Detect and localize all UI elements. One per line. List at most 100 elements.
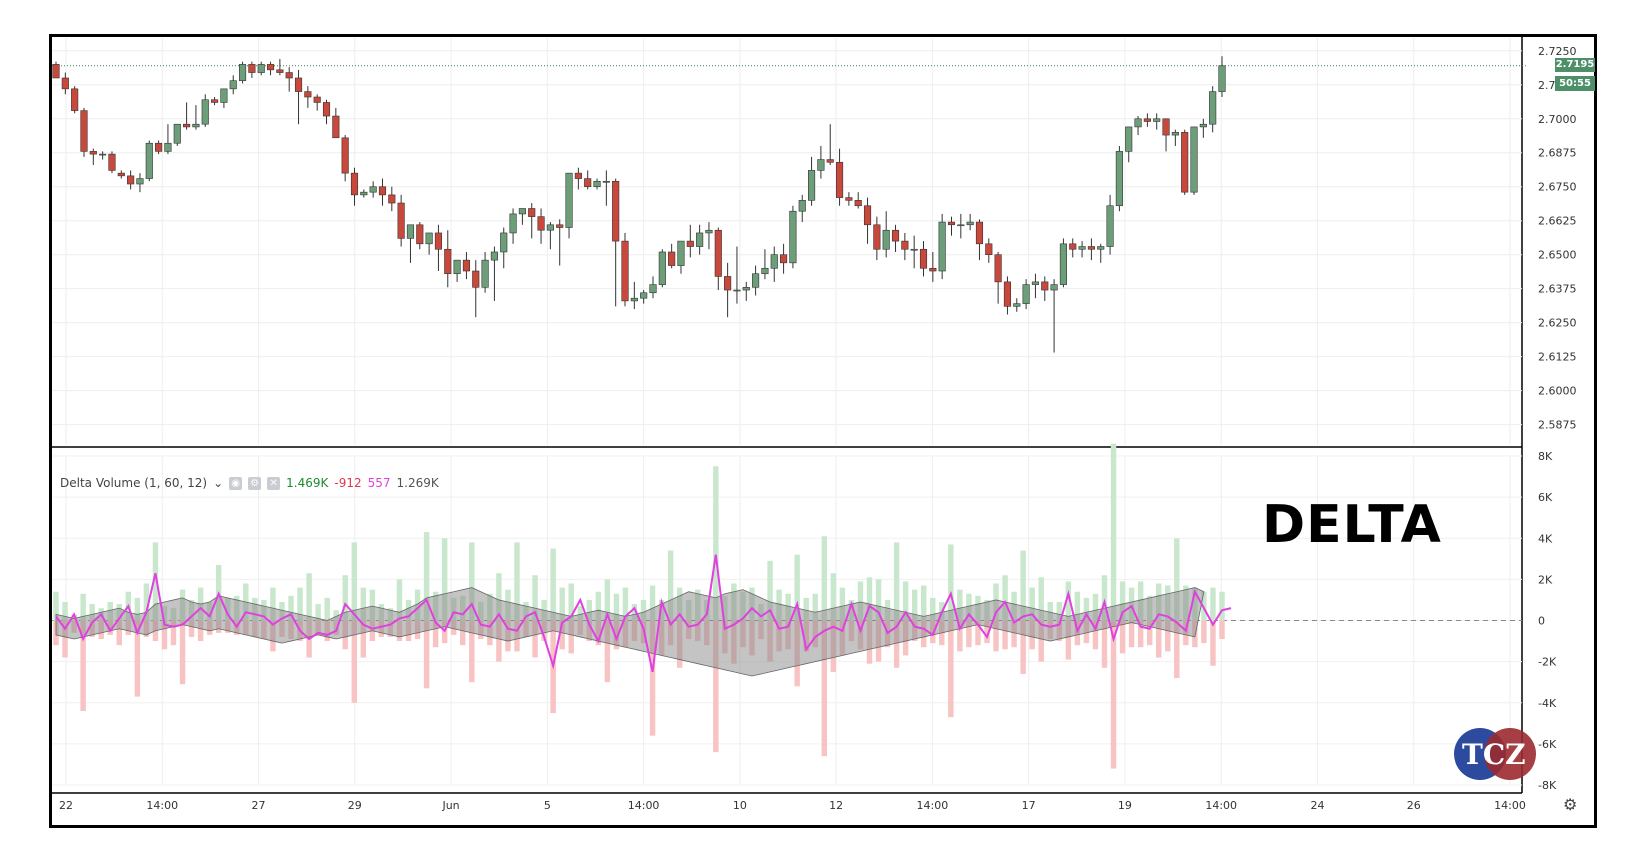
candle-body <box>71 88 79 111</box>
price-tick-label: 2.5875 <box>1538 419 1577 432</box>
candle-body <box>1022 284 1030 304</box>
candle-body <box>500 232 508 253</box>
sell-volume-bar <box>893 620 900 668</box>
candle <box>341 135 349 182</box>
candle-body <box>425 232 433 245</box>
candle <box>164 124 172 155</box>
candle <box>360 189 368 198</box>
buy-volume-bar <box>315 604 321 621</box>
candle <box>873 216 881 261</box>
candle <box>378 178 387 206</box>
candle <box>528 203 536 239</box>
sell-volume-bar <box>1201 620 1207 644</box>
sell-volume-bar <box>948 620 954 718</box>
candle-body <box>593 180 601 188</box>
buy-volume-bar <box>604 579 611 621</box>
candle-body <box>1097 246 1105 250</box>
candle-body <box>574 172 582 179</box>
candle-body <box>1087 246 1095 250</box>
candle <box>705 222 713 250</box>
buy-volume-bar <box>613 593 620 621</box>
candle <box>1003 276 1012 315</box>
sell-volume-bar <box>975 620 981 646</box>
candle <box>1162 118 1170 152</box>
indicator-title[interactable]: Delta Volume (1, 60, 12) <box>60 476 208 490</box>
candle-body <box>686 240 694 247</box>
candle <box>1143 113 1151 127</box>
buy-volume-bar <box>948 544 954 621</box>
visibility-icon[interactable]: ◉ <box>229 476 243 490</box>
candle <box>1190 126 1198 195</box>
buy-volume-bar <box>649 585 656 621</box>
candle <box>490 246 498 301</box>
buy-volume-bar <box>1038 577 1044 621</box>
candle-body <box>901 240 909 250</box>
candle <box>1097 243 1105 263</box>
sell-volume-bar <box>1101 620 1108 668</box>
chevron-down-icon[interactable]: ⌄ <box>213 476 224 490</box>
candle-body <box>80 110 88 152</box>
candle <box>630 281 638 310</box>
buy-volume-bar <box>595 591 602 621</box>
candle <box>266 61 275 76</box>
sell-volume-bar <box>351 620 357 703</box>
candle-body <box>537 216 545 231</box>
candle <box>406 224 415 263</box>
close-icon[interactable]: ✕ <box>267 476 281 490</box>
candle <box>686 224 694 258</box>
candle-body <box>873 224 881 250</box>
price-tick-label: 2.7000 <box>1538 113 1577 126</box>
time-tick-label: 26 <box>1407 799 1421 812</box>
settings-icon[interactable]: ⚙ <box>248 476 262 490</box>
candle <box>789 205 797 269</box>
indicator-legend[interactable]: Delta Volume (1, 60, 12) ⌄ ◉ ⚙ ✕ 1.469K … <box>60 476 439 490</box>
candle <box>145 140 153 182</box>
sell-volume-bar <box>1065 620 1072 660</box>
candle <box>1078 241 1086 258</box>
candle-body <box>1209 91 1217 125</box>
candle-body <box>556 224 564 228</box>
candle <box>919 241 928 277</box>
buy-volume-bar <box>875 579 882 621</box>
candle-body <box>649 284 657 294</box>
candle <box>1171 129 1179 146</box>
sell-volume-bar <box>1165 620 1171 652</box>
candle-body <box>238 64 247 82</box>
candle <box>509 208 517 244</box>
candle <box>1181 129 1189 195</box>
gear-icon[interactable]: ⚙ <box>1563 797 1578 814</box>
sell-volume-bar <box>713 620 719 753</box>
sell-volume-bar <box>496 620 502 662</box>
buy-volume-bar <box>351 542 357 621</box>
candle <box>229 75 237 95</box>
buy-volume-bar <box>559 587 565 621</box>
candle <box>975 219 984 261</box>
candle-body <box>854 200 862 207</box>
buy-volume-bar <box>1065 581 1072 621</box>
candle <box>854 192 862 209</box>
candle <box>1153 113 1161 130</box>
candle-body <box>360 191 368 196</box>
buy-volume-bar <box>640 599 647 621</box>
candle <box>826 124 834 165</box>
candle <box>593 178 601 190</box>
candle-body <box>61 77 69 90</box>
candle <box>369 181 377 198</box>
time-tick-label: 14:00 <box>628 799 660 812</box>
candle <box>696 224 704 255</box>
candle-body <box>658 251 666 285</box>
price-tick-label: 2.6125 <box>1538 351 1577 364</box>
candle <box>1022 279 1030 310</box>
sell-volume-bar <box>469 620 475 683</box>
sell-volume-bar <box>432 620 439 648</box>
candle-body <box>322 102 331 117</box>
candle <box>1134 116 1142 136</box>
delta-band <box>55 587 1205 677</box>
buy-volume-bar <box>62 601 68 621</box>
candle <box>155 140 163 155</box>
buy-volume-bar <box>830 573 837 621</box>
buy-volume-bar <box>1101 575 1108 621</box>
candle <box>835 148 844 206</box>
candle <box>294 69 303 125</box>
